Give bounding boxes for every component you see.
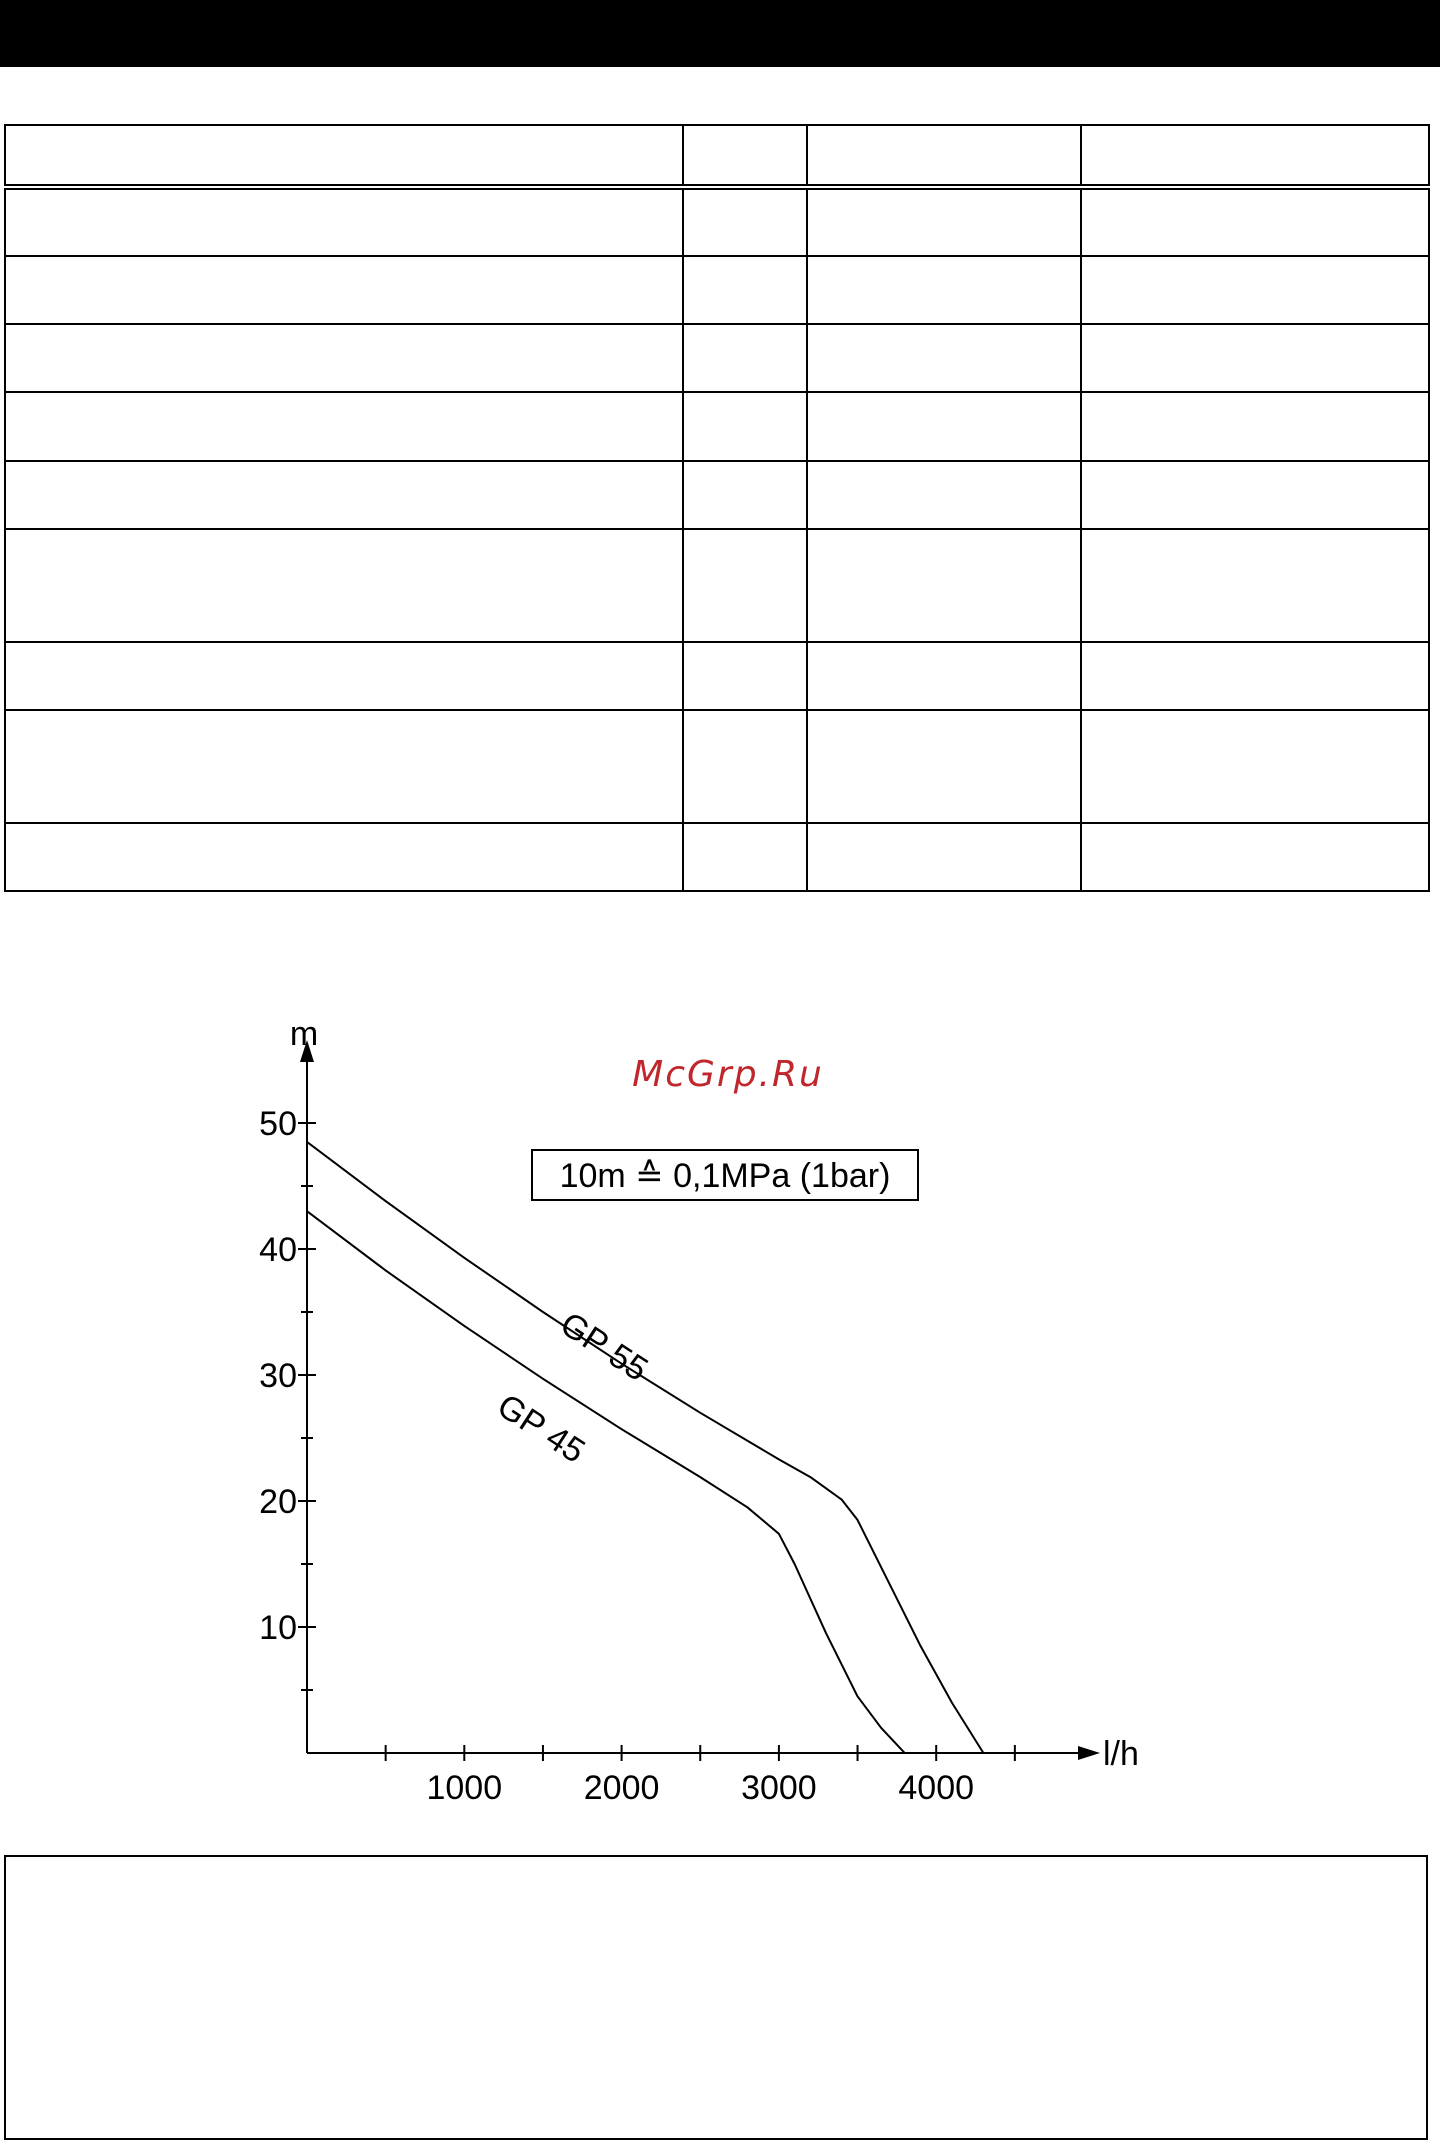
table-cell [4,391,684,462]
table-row [4,708,1430,824]
x-tick-label: 2000 [584,1769,660,1807]
x-tick-label: 4000 [898,1769,974,1807]
x-axis-label: l/h [1103,1735,1139,1773]
table-cell [806,186,1082,257]
table-cell [4,322,684,394]
table-cell [682,254,808,326]
y-tick-label: 50 [259,1105,297,1143]
series-label: GP 55 [553,1305,654,1389]
table-cell [682,640,808,711]
table-row [4,254,1430,326]
chart-annotation-box: 10m ≙ 0,1MPa (1bar) [531,1149,919,1201]
table-cell [806,254,1082,326]
table-cell [682,322,808,394]
table-cell [682,391,808,462]
table-row [4,186,1430,257]
table-cell [4,254,684,326]
table-cell [682,186,808,257]
table-cell [4,459,684,531]
y-tick-label: 40 [259,1231,297,1269]
table-cell [806,123,1082,191]
annotation-frame [531,1149,919,1201]
table-cell [4,821,684,893]
table-cell [1080,322,1430,394]
pump-performance-chart: McGrp.Ru 10m ≙ 0,1MPa (1bar) m l/h 1000 2… [259,1020,1139,1807]
table-row [4,322,1430,394]
table-cell [806,640,1082,711]
y-tick-label: 20 [259,1483,297,1521]
x-tick-label: 3000 [741,1769,817,1807]
table-cell [1080,459,1430,531]
table-row [4,528,1430,643]
notes-box [4,1855,1428,2140]
table-cell [1080,123,1430,191]
series-line-gp-45 [306,1210,906,1754]
y-axis-arrow [300,1040,314,1062]
y-tick-label: 10 [259,1609,297,1647]
axis-ticks: 1000 2000 3000 4000 10 20 30 40 50 [259,1105,1016,1807]
table-row [4,459,1430,531]
table-cell [4,528,684,643]
x-tick-label: 1000 [426,1769,502,1807]
table-cell [682,821,808,893]
table-header-row [4,123,1430,191]
table-row [4,821,1430,893]
table-row [4,391,1430,462]
table-cell [1080,708,1430,824]
watermark: McGrp.Ru [632,1054,824,1095]
table-cell [806,391,1082,462]
table-cell [1080,528,1430,643]
y-tick-label: 30 [259,1357,297,1395]
table-cell [4,123,684,191]
page-header-bar [0,0,1440,67]
table-cell [682,708,808,824]
table-cell [1080,391,1430,462]
table-cell [806,322,1082,394]
technical-data-table [4,123,1430,893]
table-cell [1080,186,1430,257]
table-cell [1080,640,1430,711]
table-cell [682,528,808,643]
annotation-text: 10m ≙ 0,1MPa (1bar) [560,1157,891,1195]
x-axis-arrow [1078,1746,1100,1760]
table-cell [806,708,1082,824]
table-cell [682,123,808,191]
table-cell [4,708,684,824]
table-cell [806,821,1082,893]
table-row [4,640,1430,711]
table-cell [806,528,1082,643]
table-cell [1080,254,1430,326]
table-cell [4,640,684,711]
series-line-gp-55 [306,1141,985,1754]
table-cell [806,459,1082,531]
table-cell [682,459,808,531]
y-axis-label: m [290,1020,318,1053]
table-cell [4,186,684,257]
table-cell [1080,821,1430,893]
